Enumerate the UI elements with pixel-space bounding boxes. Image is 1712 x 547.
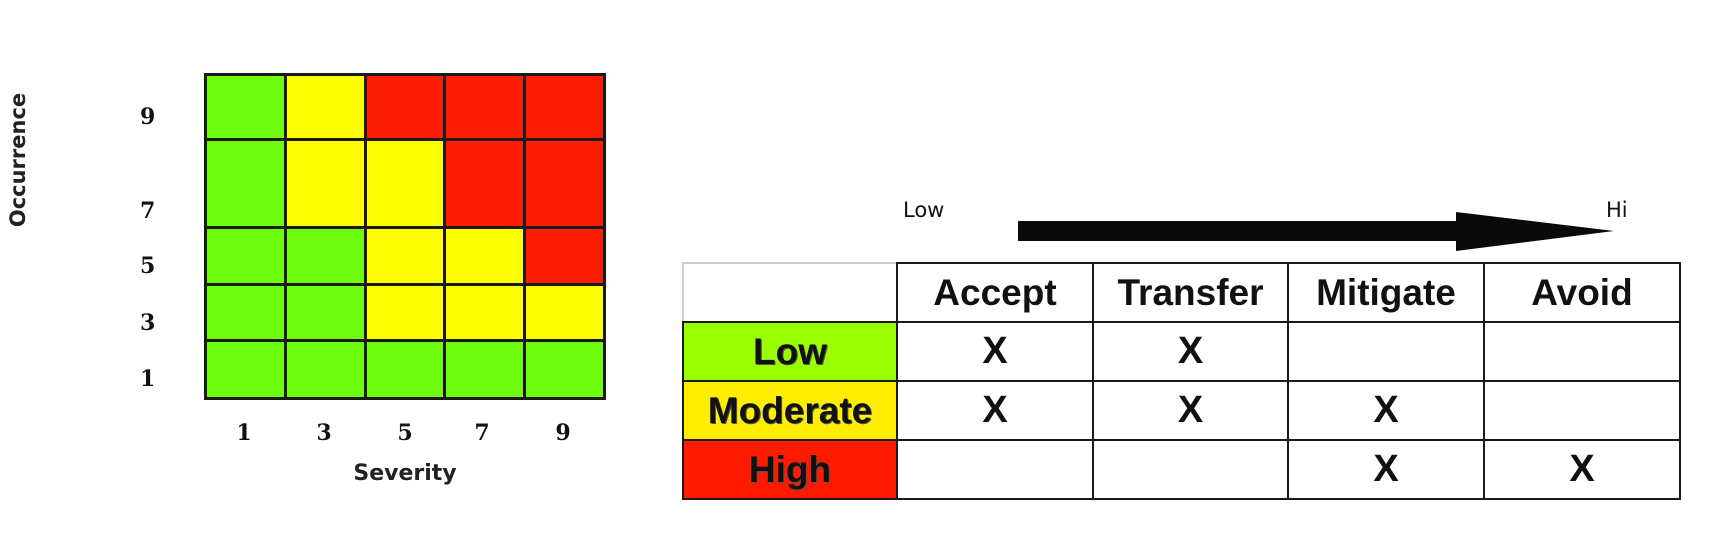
- severity-tick: 5: [397, 420, 413, 446]
- severity-tick: 7: [474, 420, 490, 446]
- table-cell: [1483, 380, 1681, 441]
- risk-response-table: Accept Transfer Mitigate Avoid Low X X M…: [682, 262, 1681, 500]
- occurrence-ticks: 9 7 5 3 1: [140, 0, 180, 420]
- table-cell: X: [896, 321, 1094, 382]
- occurrence-axis-label-text: Occurrence: [6, 92, 31, 228]
- matrix-cell-yellow: [286, 140, 364, 226]
- matrix-cell-green: [286, 341, 364, 397]
- table-row: Moderate X X X: [682, 380, 1681, 441]
- matrix-cell-yellow: [366, 286, 444, 339]
- matrix-cell-green: [207, 140, 284, 226]
- matrix-cell-yellow: [446, 286, 524, 339]
- occurrence-tick: 7: [140, 198, 156, 224]
- table-cell: [1092, 439, 1289, 500]
- column-header-transfer: Transfer: [1092, 262, 1289, 323]
- matrix-cell-green: [446, 341, 524, 397]
- severity-ticks: 1 3 5 7 9: [204, 420, 606, 450]
- table-corner-cell: [682, 262, 898, 323]
- occurrence-tick: 1: [140, 366, 156, 392]
- matrix-cell-green: [366, 341, 444, 397]
- matrix-cell-green: [207, 286, 284, 339]
- arrow-low-label: Low: [903, 198, 945, 222]
- matrix-cell-yellow: [366, 228, 444, 284]
- table-header-row: Accept Transfer Mitigate Avoid: [682, 262, 1681, 323]
- table-cell: X: [1287, 439, 1485, 500]
- matrix-cell-red: [446, 140, 524, 226]
- table-cell: X: [1092, 321, 1289, 382]
- row-header-moderate: Moderate: [682, 380, 898, 441]
- matrix-cell-green: [286, 228, 364, 284]
- table-row: High X X: [682, 439, 1681, 500]
- matrix-cell-red: [526, 140, 603, 226]
- matrix-cell-green: [286, 286, 364, 339]
- matrix-cell-yellow: [526, 286, 603, 339]
- row-header-low: Low: [682, 321, 898, 382]
- column-header-avoid: Avoid: [1483, 262, 1681, 323]
- matrix-cell-green: [207, 228, 284, 284]
- table-cell: X: [1287, 380, 1485, 441]
- scale-arrow-icon: [1018, 212, 1614, 251]
- table-cell: [1483, 321, 1681, 382]
- severity-tick: 3: [316, 420, 332, 446]
- occurrence-tick: 9: [140, 104, 156, 130]
- matrix-cell-red: [526, 228, 603, 284]
- matrix-cell-yellow: [366, 140, 444, 226]
- row-header-high: High: [682, 439, 898, 500]
- table-cell: [1287, 321, 1485, 382]
- occurrence-tick: 3: [140, 310, 156, 336]
- matrix-cell-green: [207, 341, 284, 397]
- column-header-accept: Accept: [896, 262, 1094, 323]
- table-cell: X: [896, 380, 1094, 441]
- matrix-cell-green: [207, 76, 284, 138]
- severity-tick: 9: [555, 420, 571, 446]
- severity-tick: 1: [236, 420, 252, 446]
- risk-matrix-grid: [204, 73, 606, 400]
- matrix-cell-green: [526, 341, 603, 397]
- table-cell: X: [1092, 380, 1289, 441]
- arrow-high-label: Hi: [1606, 198, 1628, 222]
- table-cell: [896, 439, 1094, 500]
- matrix-cell-red: [446, 76, 524, 138]
- table-cell: X: [1483, 439, 1681, 500]
- severity-axis-label: Severity: [353, 461, 457, 486]
- occurrence-axis-label: Occurrence: [0, 60, 36, 260]
- matrix-cell-yellow: [286, 76, 364, 138]
- occurrence-tick: 5: [140, 253, 156, 279]
- matrix-cell-red: [366, 76, 444, 138]
- matrix-cell-red: [526, 76, 603, 138]
- column-header-mitigate: Mitigate: [1287, 262, 1485, 323]
- table-row: Low X X: [682, 321, 1681, 382]
- matrix-cell-yellow: [446, 228, 524, 284]
